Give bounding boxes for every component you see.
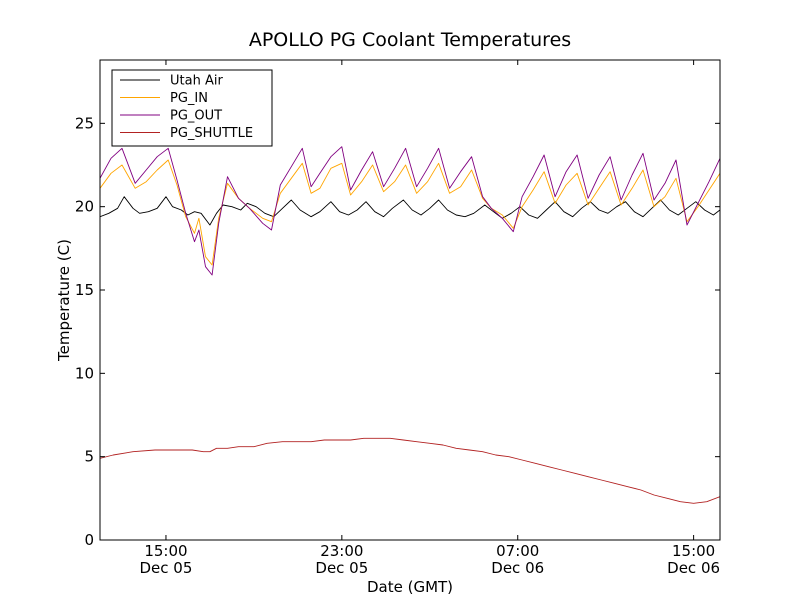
legend: Utah Air PG_IN PG_OUT PG_SHUTTLE [111, 69, 273, 147]
x-tick-label-time: 15:00 [672, 542, 715, 560]
series-layer [100, 146, 720, 504]
x-tick-label-date: Dec 05 [315, 559, 368, 577]
y-tick-label: 0 [84, 531, 94, 549]
x-tick-label-time: 15:00 [144, 542, 187, 560]
series-line-pg-shuttle [100, 437, 720, 504]
x-tick-label-date: Dec 06 [491, 559, 544, 577]
x-axis-label: Date (GMT) [367, 578, 453, 596]
legend-label: Utah Air [170, 74, 223, 89]
series-line-pg-out [100, 146, 720, 276]
y-tick-label: 20 [75, 198, 94, 216]
series-line-utah-air [100, 196, 720, 226]
y-tick-label: 5 [84, 448, 94, 466]
legend-label: PG_IN [170, 91, 208, 106]
y-tick-label: 10 [75, 364, 94, 382]
y-tick-label: 25 [75, 114, 94, 132]
legend-box [111, 69, 273, 147]
series-line-pg-in [100, 159, 720, 266]
legend-entries: Utah Air PG_IN PG_OUT PG_SHUTTLE [120, 74, 253, 141]
x-tick-label-date: Dec 05 [140, 559, 193, 577]
chart-title: APOLLO PG Coolant Temperatures [249, 29, 571, 51]
x-tick-label-time: 23:00 [320, 542, 363, 560]
legend-label: PG_SHUTTLE [170, 126, 253, 141]
y-axis-label: Temperature (C) [55, 239, 73, 362]
y-tick-label: 15 [75, 281, 94, 299]
legend-label: PG_OUT [170, 109, 222, 124]
x-tick-label-date: Dec 06 [667, 559, 720, 577]
y-axis-ticks: 0 5 10 15 20 25 [75, 114, 720, 549]
plot-frame [99, 59, 721, 541]
x-tick-label-time: 07:00 [496, 542, 539, 560]
